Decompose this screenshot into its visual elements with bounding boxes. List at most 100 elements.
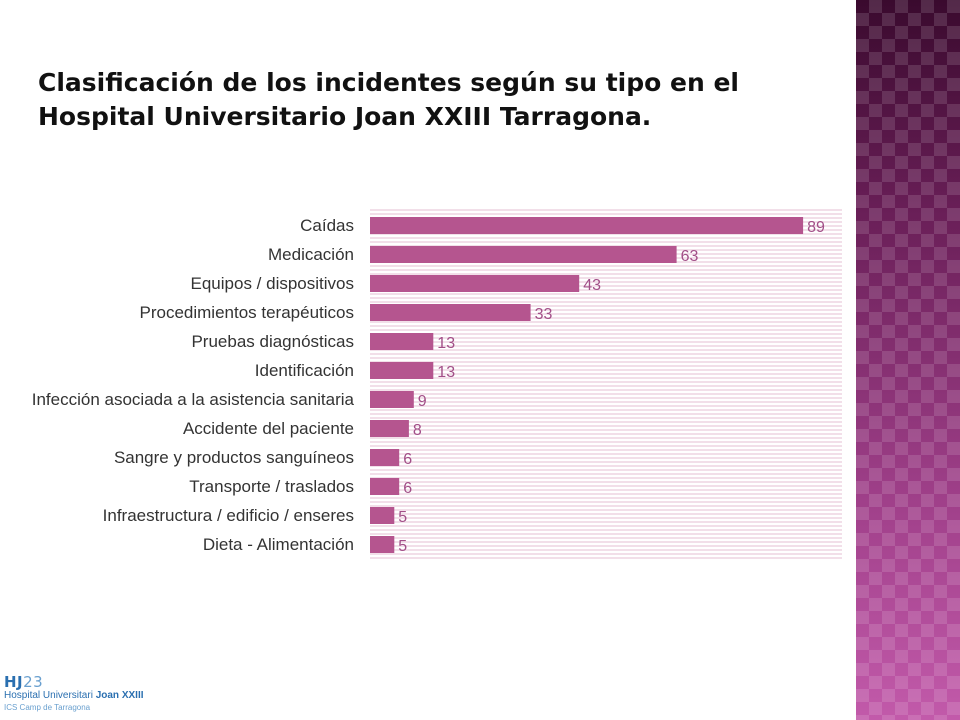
category-label: Accidente del paciente <box>183 419 354 438</box>
chart-stripe <box>370 333 842 335</box>
data-label: 6 <box>403 480 412 497</box>
chart-stripe <box>370 325 842 327</box>
chart-stripe <box>370 305 842 307</box>
chart-stripe <box>370 533 842 535</box>
chart-stripe <box>370 441 842 443</box>
category-label: Caídas <box>300 216 354 235</box>
chart-stripe <box>370 549 842 551</box>
hospital-logo: HJ23 Hospital Universitari Joan XXIII IC… <box>4 674 144 713</box>
chart-stripe <box>370 313 842 315</box>
category-label: Pruebas diagnósticas <box>191 332 354 351</box>
chart-stripe <box>370 213 842 215</box>
slide-title: Clasificación de los incidentes según su… <box>38 68 739 131</box>
chart-stripe <box>370 401 842 403</box>
chart-stripe <box>370 517 842 519</box>
category-label: Identificación <box>255 361 354 380</box>
chart-stripe <box>370 297 842 299</box>
chart-stripe <box>370 513 842 515</box>
chart-stripe <box>370 365 842 367</box>
data-label: 13 <box>437 364 455 381</box>
chart-stripe <box>370 321 842 323</box>
chart-bar <box>370 478 400 495</box>
chart-stripe <box>370 377 842 379</box>
chart-stripe <box>370 285 842 287</box>
chart-stripe <box>370 473 842 475</box>
logo-mark-strong: HJ <box>4 673 24 691</box>
chart-stripe <box>370 525 842 527</box>
bar-chart: Caídas Medicación Equipos / dispositivos Pr… <box>32 209 842 559</box>
chart-stripe <box>370 425 842 427</box>
chart-bar <box>370 304 531 321</box>
chart-stripe <box>370 353 842 355</box>
chart-bar <box>370 333 434 350</box>
chart-stripe <box>370 485 842 487</box>
data-label: 9 <box>418 393 427 410</box>
data-label: 5 <box>398 509 407 526</box>
chart-stripe <box>370 309 842 311</box>
chart-stripe <box>370 329 842 331</box>
chart-stripe <box>370 209 842 211</box>
chart-stripe <box>370 281 842 283</box>
chart-stripe <box>370 381 842 383</box>
data-label: 8 <box>413 422 422 439</box>
data-label: 89 <box>807 219 825 236</box>
chart-stripe <box>370 357 842 359</box>
chart-bar <box>370 391 414 408</box>
chart-stripe <box>370 389 842 391</box>
chart-stripe <box>370 545 842 547</box>
chart-stripe <box>370 397 842 399</box>
chart-stripe <box>370 317 842 319</box>
chart-stripe <box>370 469 842 471</box>
logo-mark-light: 23 <box>23 673 44 691</box>
chart-stripe <box>370 449 842 451</box>
chart-stripe <box>370 417 842 419</box>
category-label: Transporte / traslados <box>189 477 354 496</box>
chart-bars <box>370 217 804 553</box>
logo-mark: HJ23 <box>4 674 144 690</box>
data-label: 5 <box>398 538 407 555</box>
category-label: Dieta - Alimentación <box>203 535 354 554</box>
chart-stripe <box>370 301 842 303</box>
chart-stripe <box>370 557 842 559</box>
chart-stripe <box>370 393 842 395</box>
logo-subtitle: ICS Camp de Tarragona <box>4 703 91 712</box>
data-label: 63 <box>681 248 699 265</box>
chart-bar <box>370 507 395 524</box>
chart-stripe <box>370 429 842 431</box>
chart-stripe <box>370 385 842 387</box>
chart-stripe <box>370 369 842 371</box>
chart-stripe <box>370 457 842 459</box>
chart-stripe <box>370 553 842 555</box>
chart-stripe <box>370 521 842 523</box>
chart-stripe <box>370 501 842 503</box>
chart-stripe <box>370 337 842 339</box>
chart-stripe <box>370 461 842 463</box>
chart-stripe <box>370 453 842 455</box>
category-label: Sangre y productos sanguíneos <box>114 448 354 467</box>
chart-stripe <box>370 341 842 343</box>
chart-stripe <box>370 277 842 279</box>
category-label: Procedimientos terapéuticos <box>139 303 354 322</box>
chart-stripe <box>370 465 842 467</box>
chart-stripe <box>370 437 842 439</box>
data-label: 13 <box>437 335 455 352</box>
chart-stripe <box>370 269 842 271</box>
decorative-side-band <box>856 0 960 720</box>
category-label: Equipos / dispositivos <box>191 274 354 293</box>
chart-stripe <box>370 265 842 267</box>
chart-stripe <box>370 405 842 407</box>
logo-name-strong: Joan XXIII <box>95 690 144 701</box>
chart-stripe <box>370 241 842 243</box>
chart-bar <box>370 275 580 292</box>
chart-stripe <box>370 289 842 291</box>
chart-bar <box>370 536 395 553</box>
chart-stripe <box>370 537 842 539</box>
chart-category-labels: Caídas Medicación Equipos / dispositivos Pr… <box>32 216 355 554</box>
chart-stripe <box>370 237 842 239</box>
category-label: Medicación <box>268 245 354 264</box>
data-label: 6 <box>403 451 412 468</box>
category-label: Infraestructura / edificio / enseres <box>103 506 354 525</box>
data-label: 33 <box>535 306 553 323</box>
chart-stripe <box>370 293 842 295</box>
